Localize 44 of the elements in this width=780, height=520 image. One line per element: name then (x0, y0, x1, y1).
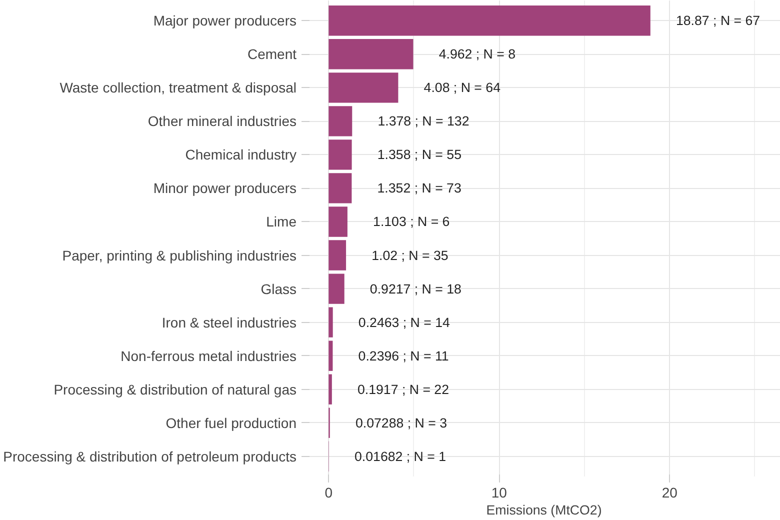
x-axis-title: Emissions (MtCO2) (486, 502, 602, 518)
bar (328, 240, 346, 270)
data-label: 18.87 ; N = 67 (676, 13, 760, 28)
data-label: 1.358 ; N = 55 (377, 147, 462, 162)
bar (328, 39, 414, 70)
data-label: 0.01682 ; N = 1 (354, 448, 446, 464)
data-label: 1.352 ; N = 73 (377, 180, 462, 196)
y-tick-label: Processing & distribution of petroleum products (3, 448, 297, 464)
y-tick-label: Iron & steel industries (162, 314, 297, 330)
y-tick-label: Non-ferrous metal industries (120, 348, 297, 364)
y-tick-label: Glass (260, 280, 297, 297)
bar (328, 206, 348, 237)
data-label: 0.1917 ; N = 22 (357, 382, 450, 397)
y-tick-label: Minor power producers (153, 180, 296, 196)
y-tick-label: Chemical industry (185, 146, 297, 163)
bar (328, 72, 398, 103)
bar (328, 374, 332, 404)
y-tick-label: Waste collection, treatment & disposal (60, 80, 296, 96)
x-tick-label: 0 (324, 484, 333, 500)
data-label: 1.103 ; N = 6 (373, 214, 450, 230)
data-label: 4.962 ; N = 8 (438, 46, 516, 62)
bar (328, 173, 352, 204)
bar (328, 274, 344, 304)
data-label: 0.2396 ; N = 11 (358, 348, 449, 364)
data-label: 1.378 ; N = 132 (378, 114, 470, 129)
y-tick-label: Processing & distribution of natural gas (54, 381, 297, 398)
bar (328, 307, 333, 338)
bar (328, 6, 650, 36)
y-tick-label: Lime (266, 214, 297, 230)
y-tick-label: Other fuel production (166, 414, 297, 431)
bar (328, 106, 352, 136)
data-label: 0.07288 ; N = 3 (355, 415, 447, 430)
data-label: 0.2463 ; N = 14 (358, 314, 451, 330)
y-tick-label: Major power producers (153, 12, 296, 29)
x-tick-label: 10 (491, 484, 508, 500)
y-tick-label: Other mineral industries (148, 113, 297, 130)
y-tick-label: Cement (247, 46, 297, 62)
data-label: 4.08 ; N = 64 (424, 80, 502, 96)
bar (328, 140, 352, 170)
data-label: 1.02 ; N = 35 (372, 248, 448, 263)
bar (328, 340, 333, 371)
y-tick-label: Paper, printing & publishing industries (62, 247, 297, 264)
x-tick-label: 20 (662, 484, 678, 500)
data-label: 0.9217 ; N = 18 (370, 281, 462, 296)
